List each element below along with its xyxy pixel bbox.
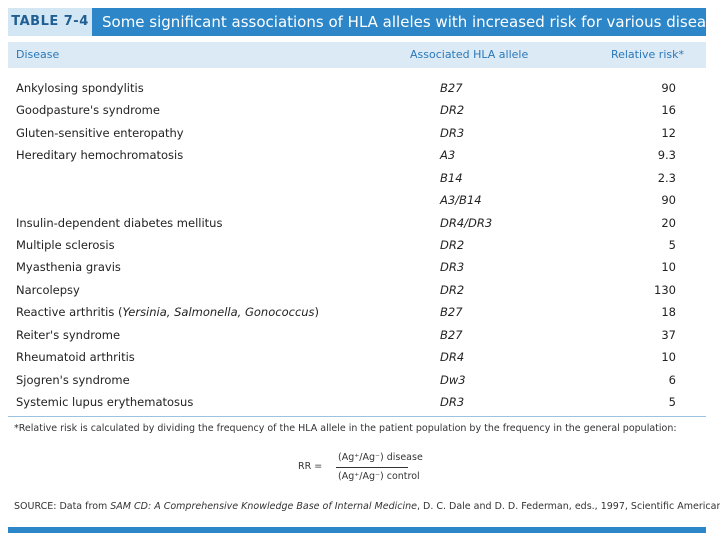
disease: Ankylosing spondylitis [16, 81, 144, 95]
allele: A3 [440, 148, 456, 163]
source-title: SAM CD: A Comprehensive Knowledge Base o… [110, 501, 417, 512]
disease: Sjogren's syndrome [16, 372, 130, 387]
allele: DR3 [440, 260, 465, 275]
relative-risk: 37 [661, 327, 676, 342]
disease: Reactive arthritis (Yersinia, Salmonella… [16, 304, 319, 320]
allele: B27 [440, 305, 463, 320]
disease: Reiter's syndrome [16, 327, 121, 342]
disease: Hereditary hemochromatosis [16, 148, 184, 163]
rule [8, 416, 706, 417]
table-title: Some significant associations of HLA all… [92, 8, 720, 36]
allele: DR4/DR3 [440, 215, 493, 230]
relative-risk: 6 [668, 372, 676, 387]
allele: Dw3 [440, 372, 466, 387]
relative-risk: 20 [661, 215, 676, 230]
relative-risk: 90 [661, 81, 676, 95]
formula-denominator: (Ag⁺/Ag⁻) control [338, 471, 420, 482]
disease-part: Yersinia, Salmonella, Gonococcus [122, 305, 315, 320]
formula-numerator: (Ag⁺/Ag⁻) disease [338, 452, 423, 463]
relative-risk: 10 [661, 350, 676, 365]
relative-risk: 18 [661, 305, 676, 320]
source-text: , D. C. Dale and D. D. Federman, eds., 1… [416, 501, 720, 512]
allele: DR3 [440, 395, 465, 409]
relative-risk: 16 [661, 103, 676, 118]
column-header: Disease [16, 48, 60, 61]
disease: Systemic lupus erythematosus [16, 395, 194, 409]
table-label: TABLE 7-4 [8, 8, 92, 36]
disease: Multiple sclerosis [16, 238, 115, 252]
column-header: Relative risk* [610, 48, 684, 61]
allele: DR2 [440, 282, 465, 297]
allele: DR4 [440, 350, 465, 365]
source-text: SOURCE: Data from [14, 501, 111, 512]
allele: DR3 [440, 125, 465, 140]
disease-part: Reactive arthritis ( [16, 305, 123, 320]
relative-risk: 10 [661, 260, 676, 275]
formula-lhs: RR = [298, 461, 323, 472]
disease-part: ) [314, 305, 320, 320]
allele: B14 [440, 170, 463, 185]
footer-bar [8, 527, 706, 533]
disease: Insulin-dependent diabetes mellitus [16, 215, 223, 230]
disease: Rheumatoid arthritis [16, 350, 135, 365]
source: SOURCE: Data from SAM CD: A Comprehensiv… [14, 501, 720, 512]
footnote: *Relative risk is calculated by dividing… [14, 423, 677, 434]
relative-risk: 130 [654, 282, 676, 297]
relative-risk: 2.3 [657, 170, 676, 185]
disease: Gluten-sensitive enteropathy [16, 125, 184, 140]
relative-risk: 5 [668, 238, 676, 252]
disease: Myasthenia gravis [16, 260, 121, 275]
relative-risk: 12 [661, 125, 676, 140]
allele: DR2 [440, 103, 465, 118]
relative-risk: 9.3 [657, 148, 676, 163]
relative-risk: 90 [661, 193, 676, 208]
allele: A3/B14 [440, 193, 482, 208]
allele: B27 [440, 327, 463, 342]
column-header: Associated HLA allele [410, 48, 529, 61]
disease: Narcolepsy [16, 282, 80, 297]
relative-risk: 5 [668, 395, 676, 409]
fraction-line [336, 467, 408, 468]
allele: DR2 [440, 238, 465, 252]
allele: B27 [440, 81, 463, 95]
column-header-band [8, 42, 706, 68]
disease: Goodpasture's syndrome [16, 103, 160, 118]
